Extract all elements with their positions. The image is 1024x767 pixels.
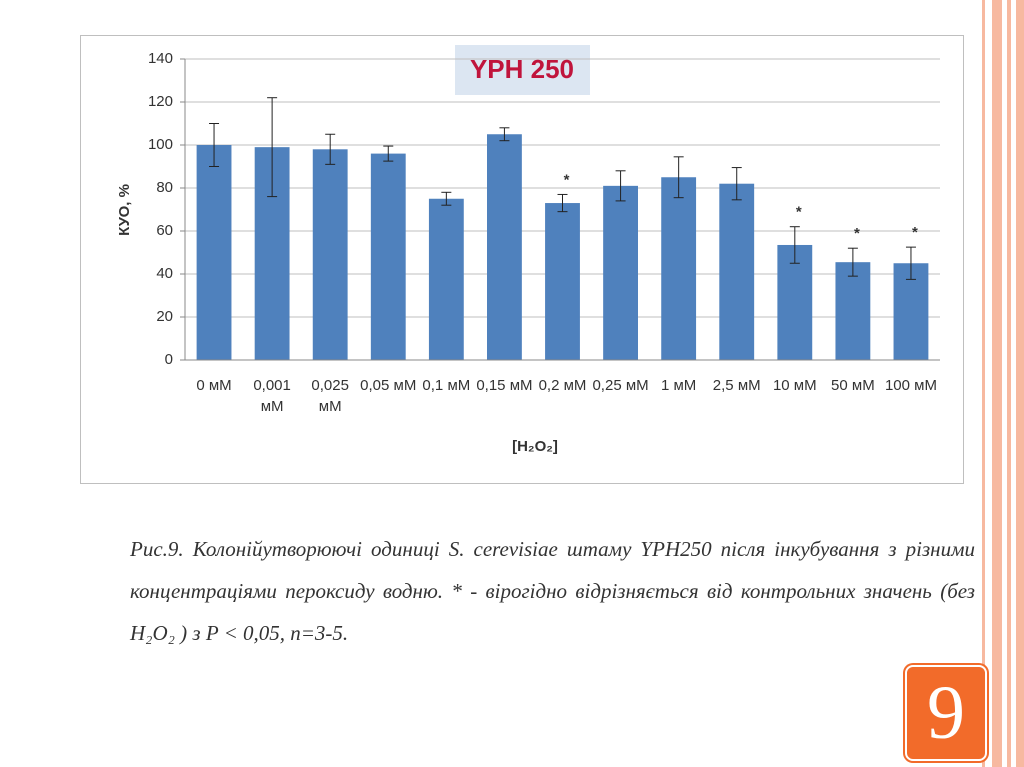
bar — [370, 153, 406, 360]
bar — [835, 262, 871, 360]
bar — [312, 149, 348, 360]
x-tick-label: 0 мМ — [196, 377, 232, 394]
x-tick-label: 50 мМ — [831, 377, 875, 394]
bar — [777, 244, 813, 360]
y-tick-label: 140 — [148, 50, 173, 67]
error-bar — [731, 167, 742, 201]
error-bar — [847, 247, 858, 277]
error-bar — [615, 170, 626, 202]
annotation: * — [796, 204, 802, 221]
x-tick-label: 0,1 мМ — [422, 377, 471, 394]
y-tick-label: 100 — [148, 136, 173, 153]
error-bar — [325, 133, 336, 165]
annotation: * — [854, 225, 860, 242]
bar — [428, 198, 464, 360]
decor — [1007, 0, 1011, 767]
annotation: * — [564, 171, 570, 188]
error-bar — [499, 127, 510, 142]
error-bar — [441, 191, 452, 206]
error-bar — [905, 246, 916, 280]
x-tick-label: 0,25 мМ — [592, 377, 649, 394]
x-tick-label: 100 мМ — [884, 377, 937, 394]
y-axis-label: КУО, % — [116, 184, 133, 236]
error-bar — [383, 145, 394, 162]
bar — [719, 183, 755, 360]
x-tick-label: 0,15 мМ — [476, 377, 533, 394]
bar — [487, 134, 522, 360]
error-bar — [789, 226, 800, 264]
y-tick-label: 80 — [156, 179, 173, 196]
bar — [603, 185, 638, 360]
bar — [545, 203, 580, 360]
error-bar — [267, 97, 278, 198]
bar — [661, 177, 697, 360]
error-bar — [209, 123, 220, 167]
chart-frame — [80, 35, 964, 484]
y-tick-label: 40 — [156, 265, 173, 282]
chart-title: YPH 250 — [470, 54, 574, 84]
x-tick-label: 0,001 мМ — [253, 377, 291, 415]
y-tick-label: 60 — [156, 222, 173, 239]
caption: Рис.9. Колонійутворюючі одиниці S. cerev… — [130, 537, 975, 645]
title-box — [455, 45, 590, 95]
x-tick-label: 1 мМ — [660, 377, 697, 394]
decor — [992, 0, 1002, 767]
error-bar — [673, 156, 684, 199]
bar — [196, 145, 232, 360]
x-axis-label: [H₂O₂] — [512, 438, 558, 455]
error-bar — [557, 193, 568, 213]
x-tick-label: 10 мМ — [772, 377, 817, 394]
y-tick-label: 0 — [165, 351, 173, 368]
x-tick-label: 0,2 мМ — [538, 377, 587, 394]
x-tick-label: 0,05 мМ — [360, 377, 417, 394]
decor — [982, 0, 985, 767]
x-tick-label: 0,025 мМ — [311, 377, 349, 415]
annotation: * — [912, 224, 918, 241]
decor — [1016, 0, 1024, 767]
x-tick-label: 2,5 мМ — [712, 377, 761, 394]
y-tick-label: 120 — [148, 93, 173, 110]
slide-number: 9 — [905, 665, 987, 761]
y-tick-label: 20 — [156, 308, 173, 325]
